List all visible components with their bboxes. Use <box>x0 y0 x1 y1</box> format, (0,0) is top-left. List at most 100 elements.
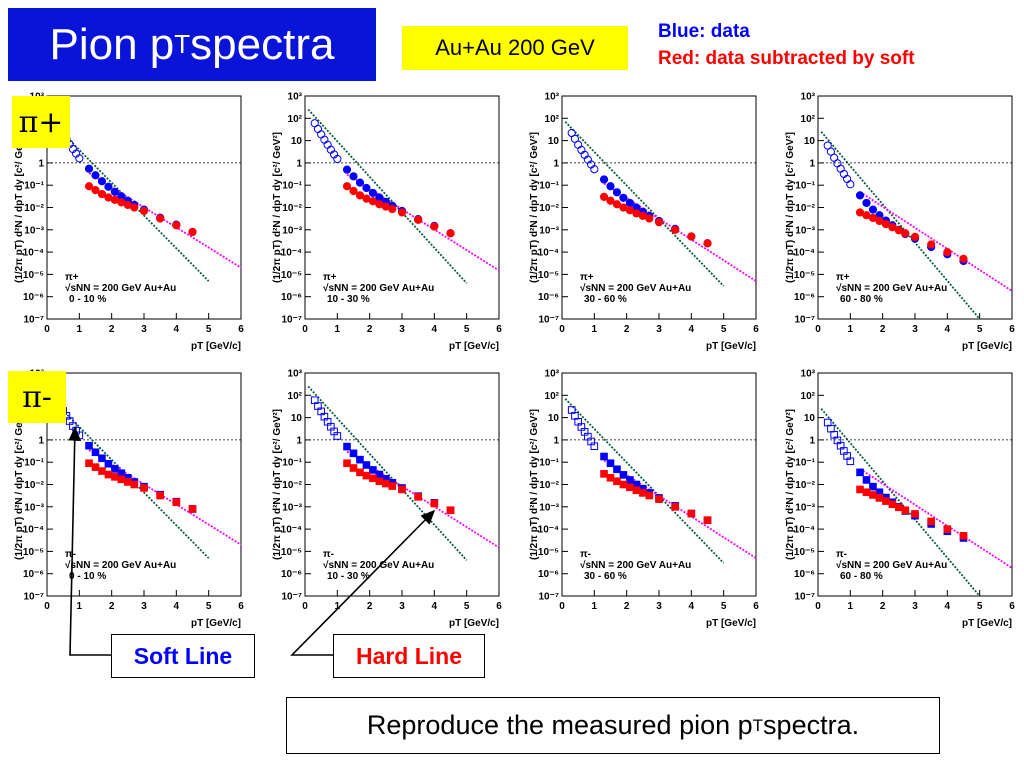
y-tick-label: 10⁻³ <box>282 502 302 513</box>
x-axis-label: pT [GeV/c] <box>962 618 1012 629</box>
centrality-label: 60 - 80 % <box>840 571 883 582</box>
y-tick-label: 10⁻⁷ <box>538 315 559 326</box>
centrality-label: 30 - 60 % <box>584 294 627 305</box>
color-legend-note: Blue: data Red: data subtracted by soft <box>658 18 915 72</box>
y-tick-label: 10⁻² <box>24 203 44 214</box>
x-tick-label: 5 <box>721 324 727 335</box>
data-point <box>612 188 622 197</box>
plot-frame <box>817 372 1013 597</box>
subtracted-point <box>368 197 377 206</box>
y-tick-label: 10⁻³ <box>795 225 815 236</box>
y-tick-label: 10⁻⁴ <box>538 525 559 536</box>
x-tick-label: 4 <box>945 601 951 612</box>
centrality-label: 10 - 30 % <box>327 571 370 582</box>
x-axis-label: pT [GeV/c] <box>449 341 499 352</box>
subtracted-point <box>414 493 422 501</box>
y-tick-label: 10⁻⁴ <box>538 248 559 259</box>
y-tick-label: 10⁻² <box>795 480 815 491</box>
y-tick-label: 10⁻⁴ <box>23 248 44 259</box>
subtracted-point <box>188 505 197 513</box>
energy-annotation: √sNN = 200 GeV Au+Au <box>836 560 947 571</box>
x-tick-label: 5 <box>721 601 727 612</box>
x-tick-label: 1 <box>592 601 598 612</box>
y-tick-label: 10² <box>801 391 816 402</box>
y-tick-label: 10² <box>288 391 303 402</box>
subtracted-point <box>901 506 910 515</box>
x-tick-label: 3 <box>141 324 147 335</box>
data-point <box>333 432 342 440</box>
energy-annotation: √sNN = 200 GeV Au+Au <box>323 560 434 571</box>
subtracted-point <box>130 203 139 212</box>
x-tick-label: 1 <box>335 601 341 612</box>
x-tick-label: 4 <box>945 324 951 335</box>
y-tick-label: 10⁻¹ <box>539 181 559 192</box>
energy-annotation: √sNN = 200 GeV Au+Au <box>580 283 691 294</box>
centrality-label: 60 - 80 % <box>840 294 883 305</box>
slide-title-rest: spectra <box>190 19 335 69</box>
y-tick-label: 1 <box>553 158 559 169</box>
data-point <box>333 154 342 164</box>
hard-line-arrow <box>290 509 436 656</box>
spectrum-panel: 10⁻⁷ 10⁻⁶ 10⁻⁵ 10⁻⁴ 10⁻³ 10⁻² 10⁻¹ 1 10 10² 10³ 0 1 2… <box>529 92 759 353</box>
spectrum-panel: 10⁻⁷ 10⁻⁶ 10⁻⁵ 10⁻⁴ 10⁻³ 10⁻² 10⁻¹ 1 10 10² 10³ 0 1 2… <box>272 92 502 353</box>
x-tick-label: 2 <box>624 324 630 335</box>
x-tick-label: 6 <box>753 324 759 335</box>
y-tick-label: 10⁻¹ <box>24 181 44 192</box>
data-point <box>349 172 358 181</box>
x-tick-label: 1 <box>77 324 83 335</box>
subtracted-point <box>130 480 139 489</box>
subtracted-point <box>388 204 397 214</box>
y-tick-label: 10⁻² <box>795 203 815 214</box>
soft-fit-line <box>564 121 725 287</box>
subtracted-point <box>84 182 94 191</box>
plot-frame <box>561 372 757 597</box>
y-tick-label: 10³ <box>288 92 303 103</box>
subtracted-point <box>430 499 439 508</box>
x-tick-label: 3 <box>399 601 405 612</box>
y-axis-label: (1/2π pT) d²N / dpT dy [c²/ GeV²] <box>785 132 796 283</box>
x-tick-label: 2 <box>367 324 373 335</box>
subtracted-point <box>85 459 93 468</box>
data-point <box>862 476 871 484</box>
subtracted-point <box>349 464 358 472</box>
subtracted-point <box>446 229 455 238</box>
data-point <box>356 455 364 464</box>
slide-title-sub: T <box>174 29 191 59</box>
y-tick-label: 10⁻⁷ <box>281 592 302 603</box>
subtracted-point <box>139 206 149 216</box>
y-tick-label: 10⁻⁷ <box>23 315 44 326</box>
subtracted-point <box>599 192 609 201</box>
particle-annotation: π- <box>836 549 847 560</box>
soft-fit-line <box>307 108 468 284</box>
y-tick-label: 10⁻² <box>539 480 559 491</box>
data-point <box>599 175 609 184</box>
energy-annotation: √sNN = 200 GeV Au+Au <box>836 283 947 294</box>
y-tick-label: 10³ <box>545 369 560 380</box>
y-tick-label: 10⁻⁴ <box>794 525 815 536</box>
subtracted-point <box>959 254 968 263</box>
subtracted-point <box>888 223 897 232</box>
data-point <box>868 205 878 214</box>
spectrum-panel: 10⁻⁷ 10⁻⁶ 10⁻⁵ 10⁻⁴ 10⁻³ 10⁻² 10⁻¹ 1 10 10² 10³ 0 1 2… <box>785 92 1015 353</box>
y-axis-label: (1/2π pT) d²N / dpT dy [c²/ GeV²] <box>272 409 283 560</box>
x-axis-label: pT [GeV/c] <box>449 618 499 629</box>
y-tick-label: 10⁻⁵ <box>23 270 44 281</box>
pion-plus-tag: π+ <box>12 96 70 148</box>
y-tick-label: 10⁻⁵ <box>281 547 302 558</box>
conclusion-main: Reproduce the measured pion p <box>366 710 753 740</box>
data-point <box>869 482 877 491</box>
subtracted-point <box>881 220 891 229</box>
data-point <box>846 457 855 466</box>
subtracted-point <box>901 229 910 238</box>
hard-line-label: Hard Line <box>333 634 485 678</box>
subtracted-point <box>606 196 615 205</box>
x-tick-label: 1 <box>592 324 598 335</box>
subtracted-point <box>97 189 107 199</box>
centrality-label: 0 - 10 % <box>69 571 106 582</box>
data-point <box>343 442 351 451</box>
particle-annotation: π+ <box>65 272 79 283</box>
particle-annotation: π+ <box>323 272 337 283</box>
x-tick-label: 3 <box>656 601 662 612</box>
subtracted-point <box>397 208 407 217</box>
data-point <box>84 164 94 173</box>
